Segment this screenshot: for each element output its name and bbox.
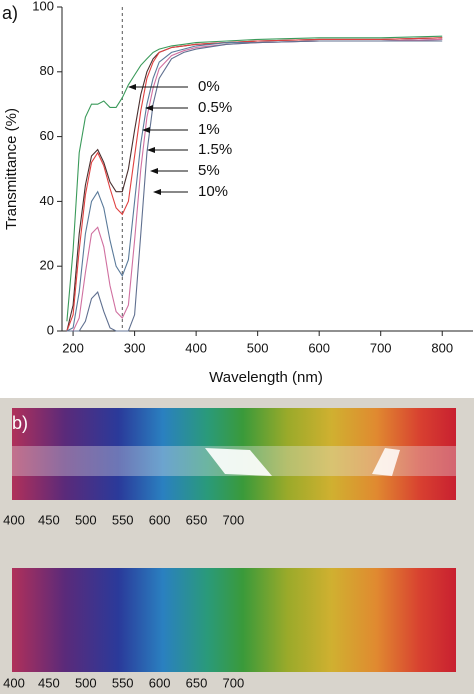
plot-area: 0 20 40 60 80 100 200 300 400 500 600 700 800 0% 0.5% 1… <box>32 0 453 355</box>
arrow-head <box>128 84 136 90</box>
x-tick-label: 500 <box>247 340 269 355</box>
scale-label: 400 <box>3 512 25 527</box>
scale-label: 600 <box>149 512 171 527</box>
series-line <box>66 40 443 332</box>
x-tick-label: 600 <box>308 340 330 355</box>
photo: b) 400 450 500 550 600 650 700 400 450 500 550 600 6… <box>0 398 474 694</box>
scale-label: 700 <box>223 675 245 690</box>
y-tick-label: 40 <box>40 193 54 208</box>
x-axis-label: Wavelength (nm) <box>209 369 323 386</box>
series-annotation: 10% <box>198 183 228 200</box>
series-line <box>66 37 443 332</box>
glare <box>372 448 400 476</box>
series-line <box>66 37 443 332</box>
scale-label: 400 <box>3 675 25 690</box>
series-line <box>66 38 443 332</box>
panel-label: b) <box>12 413 28 433</box>
scale-label: 600 <box>149 675 171 690</box>
panel-label: a) <box>2 3 18 23</box>
scale-label: 500 <box>75 512 97 527</box>
y-axis-label: Transmittance (%) <box>3 108 20 230</box>
glare <box>205 448 272 476</box>
y-tick-label: 100 <box>32 0 54 13</box>
scale-label: 700 <box>223 512 245 527</box>
scale-label: 450 <box>38 512 60 527</box>
series-line <box>66 35 443 322</box>
y-tick-label: 0 <box>47 322 54 337</box>
scale-label: 500 <box>75 675 97 690</box>
x-tick-label: 800 <box>431 340 453 355</box>
series-annotation: 1% <box>198 121 220 138</box>
scale-label: 550 <box>112 675 134 690</box>
arrow-head <box>150 168 158 174</box>
x-tick-label: 400 <box>185 340 207 355</box>
series-line <box>66 38 443 332</box>
scale-label: 450 <box>38 675 60 690</box>
arrow-head <box>147 147 155 153</box>
spectrum-strip <box>12 568 456 672</box>
series-annotation: 0.5% <box>198 99 232 116</box>
scale-label: 550 <box>112 512 134 527</box>
y-tick-label: 80 <box>40 63 54 78</box>
x-tick-label: 300 <box>124 340 146 355</box>
x-tick-label: 700 <box>370 340 392 355</box>
arrow-head <box>153 189 161 195</box>
arrow-head <box>142 127 150 133</box>
series-annotation: 5% <box>198 162 220 179</box>
y-tick-label: 20 <box>40 258 54 273</box>
y-tick-label: 60 <box>40 128 54 143</box>
scale-label: 650 <box>186 512 208 527</box>
series-annotation: 0% <box>198 78 220 95</box>
arrow-head <box>145 105 153 111</box>
scale-label: 650 <box>186 675 208 690</box>
series-annotation: 1.5% <box>198 141 232 158</box>
x-tick-label: 200 <box>62 340 84 355</box>
